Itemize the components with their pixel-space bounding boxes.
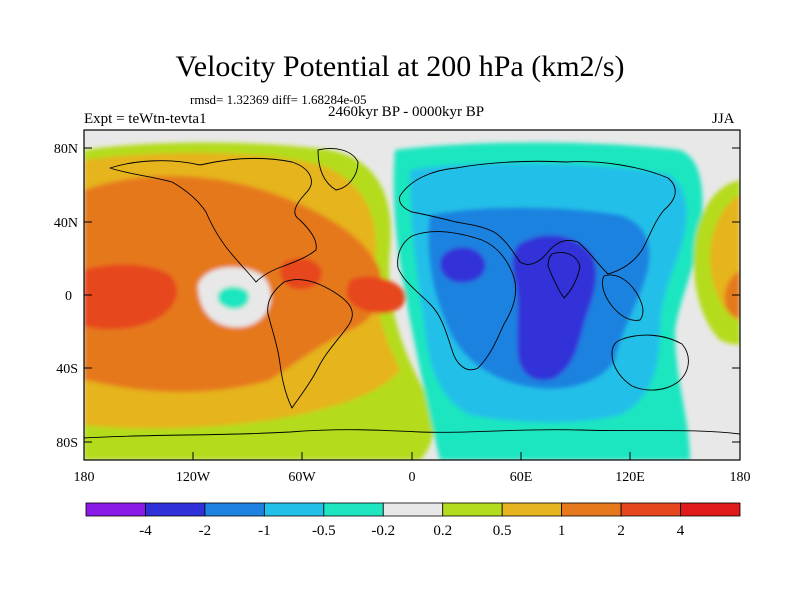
coast-india — [547, 252, 581, 299]
colorbar-label: -0.2 — [371, 523, 395, 539]
colorbar-label: 1 — [558, 523, 566, 539]
colorbar-swatch — [145, 502, 206, 517]
contour-neg-pacific — [217, 286, 250, 310]
stats-label: rmsd= 1.32369 diff= 1.68284e-05 — [190, 92, 367, 107]
coast-antarctica — [84, 429, 740, 439]
colorbar-swatch — [204, 502, 265, 517]
lon-tick-marks — [83, 452, 741, 460]
colorbar-label: 0.5 — [493, 523, 512, 539]
lat-label-40s: 40S — [56, 362, 78, 377]
lon-label-120e: 120E — [615, 470, 645, 485]
coast-north-america — [109, 157, 317, 283]
colorbar-label: 2 — [617, 523, 625, 539]
contour-pos-east-1 — [724, 270, 740, 318]
lat-label-0: 0 — [65, 289, 72, 304]
period-label: 2460kyr BP - 0000kyr BP — [327, 104, 485, 120]
lon-label-60w: 60W — [288, 470, 316, 485]
lon-label-180w: 180 — [74, 470, 95, 485]
contour-field — [84, 130, 740, 460]
colorbar-label: 4 — [677, 523, 685, 539]
colorbar-swatch — [442, 502, 503, 517]
colorbar-label: -2 — [199, 523, 212, 539]
lon-label-180e: 180 — [730, 470, 751, 485]
colorbar-swatch — [323, 502, 384, 517]
coastlines — [84, 148, 740, 439]
coast-southeast-asia — [601, 274, 644, 321]
experiment-label: Expt = teWtn-tevta1 — [84, 111, 207, 127]
plot-title: Velocity Potential at 200 hPa (km2/s) — [175, 50, 625, 83]
colorbar-swatch — [620, 502, 681, 517]
colorbar-swatch — [382, 502, 444, 517]
coast-eurasia — [399, 160, 676, 275]
contour-neg-2-africa — [440, 247, 486, 283]
colorbar-swatch — [680, 502, 741, 517]
season-label: JJA — [712, 111, 735, 127]
lat-tick-marks — [84, 147, 740, 443]
lat-label-80n: 80N — [54, 142, 78, 157]
contour-pos-2-west — [84, 264, 178, 330]
lon-label-120w: 120W — [176, 470, 211, 485]
lat-label-40n: 40N — [54, 216, 78, 231]
coast-greenland — [317, 148, 359, 191]
colorbar-swatch — [561, 502, 622, 517]
colorbar-swatch — [501, 502, 563, 517]
colorbar: -4 -2 -1 -0.5 -0.2 0.2 0.5 1 2 4 — [85, 502, 741, 539]
colorbar-swatch — [85, 502, 146, 517]
coast-africa — [397, 231, 517, 371]
coast-australia — [611, 334, 689, 391]
colorbar-swatch — [263, 502, 325, 517]
lon-label-60e: 60E — [510, 470, 533, 485]
colorbar-label: 0.2 — [433, 523, 452, 539]
contour-neg-2-indian — [512, 235, 597, 381]
contour-pos-2-atlantic — [346, 276, 406, 314]
coast-south-america — [267, 279, 353, 409]
colorbar-label: -4 — [139, 523, 152, 539]
lat-label-80s: 80S — [56, 436, 78, 451]
colorbar-label: -1 — [258, 523, 271, 539]
colorbar-label: -0.5 — [312, 523, 336, 539]
lon-label-0: 0 — [409, 470, 416, 485]
